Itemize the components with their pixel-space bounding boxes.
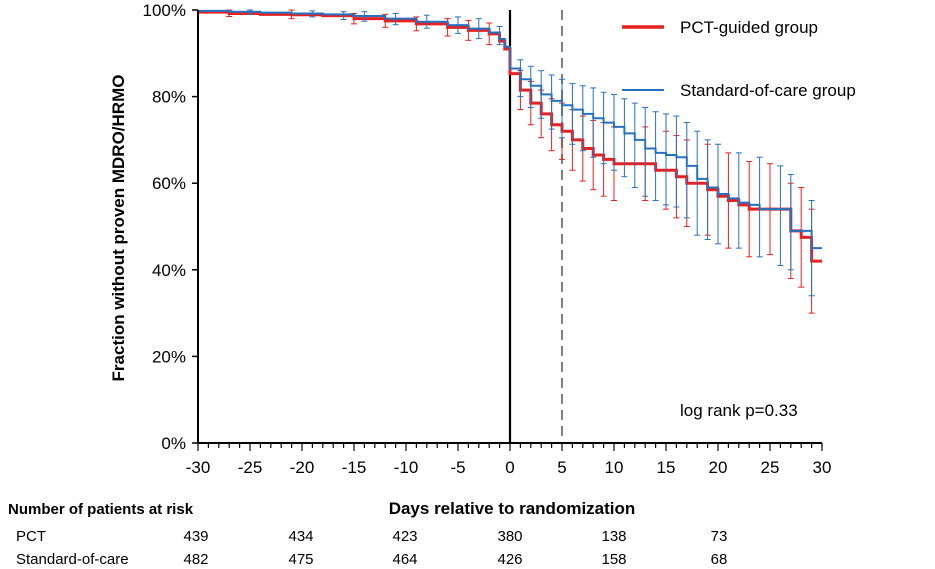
risk-value: 138	[601, 528, 626, 545]
error-bar	[694, 130, 701, 236]
x-tick-label: -10	[394, 458, 419, 477]
risk-value: 434	[288, 528, 313, 545]
error-bar	[631, 102, 638, 189]
y-tick-label: 0%	[161, 434, 186, 453]
x-tick-label: 20	[709, 458, 728, 477]
x-tick-label: 0	[505, 458, 514, 477]
x-tick-label: 15	[657, 458, 676, 477]
error-bar	[590, 87, 597, 158]
risk-value: 68	[711, 551, 728, 568]
risk-value: 380	[497, 528, 522, 545]
y-tick-label: 100%	[143, 1, 186, 20]
error-bar	[559, 78, 565, 139]
y-tick-label: 80%	[152, 88, 186, 107]
y-axis-title: Fraction without proven MDRO/HRMO	[109, 75, 128, 382]
y-tick-label: 40%	[152, 261, 186, 280]
risk-value: 482	[183, 551, 208, 568]
series-standard-of-care	[198, 9, 822, 297]
legend-label-pct: PCT-guided group	[680, 18, 818, 37]
risk-row-label-standard: Standard-of-care	[16, 551, 129, 568]
risk-value: 423	[392, 528, 417, 545]
risk-table-title: Number of patients at risk	[8, 501, 194, 518]
log-rank-annotation: log rank p=0.33	[680, 401, 798, 420]
risk-table: Number of patients at risk PCT Standard-…	[8, 501, 727, 568]
risk-value: 439	[183, 528, 208, 545]
risk-value: 158	[601, 551, 626, 568]
x-tick-label: -20	[290, 458, 315, 477]
error-bar	[340, 11, 347, 21]
error-bar	[673, 115, 680, 208]
error-bar	[683, 122, 690, 219]
x-axis-title: Days relative to randomization	[389, 499, 636, 518]
error-bar	[663, 113, 669, 206]
error-bar	[569, 83, 576, 145]
risk-value: 475	[288, 551, 313, 568]
x-tick-label: -5	[450, 458, 465, 477]
y-tick-label: 20%	[152, 347, 186, 366]
y-tick-label: 60%	[152, 174, 186, 193]
x-tick-label: 10	[605, 458, 624, 477]
error-bar	[642, 106, 649, 197]
error-bar	[579, 85, 586, 152]
risk-value: 73	[711, 528, 728, 545]
x-tick-label: -25	[238, 458, 263, 477]
error-bar	[611, 93, 617, 171]
risk-value: 426	[497, 551, 522, 568]
risk-row-pct: 439 434 423 380 138 73	[183, 528, 727, 545]
error-bar	[652, 111, 659, 202]
axes: 0% 20% 40% 60% 80% 100% -30 -25 -20 -15 -10 -5 0 5 10 1…	[143, 1, 832, 477]
km-step-line	[198, 9, 822, 250]
risk-value: 464	[392, 551, 417, 568]
x-tick-label: 5	[557, 458, 566, 477]
error-bar	[527, 65, 534, 108]
error-bar	[777, 165, 784, 266]
series-layer	[198, 9, 822, 314]
risk-row-label-pct: PCT	[16, 528, 46, 545]
x-tick-label: -15	[342, 458, 367, 477]
x-tick-label: 30	[813, 458, 832, 477]
legend: PCT-guided group Standard-of-care group	[622, 18, 856, 100]
legend-label-standard: Standard-of-care group	[680, 81, 856, 100]
error-bar	[704, 139, 711, 240]
risk-row-standard: 482 475 464 426 158 68	[183, 551, 727, 568]
x-tick-label: -30	[186, 458, 211, 477]
error-bar	[548, 74, 555, 130]
error-bar	[621, 98, 628, 178]
error-bar	[600, 91, 607, 165]
x-tick-label: 25	[761, 458, 780, 477]
